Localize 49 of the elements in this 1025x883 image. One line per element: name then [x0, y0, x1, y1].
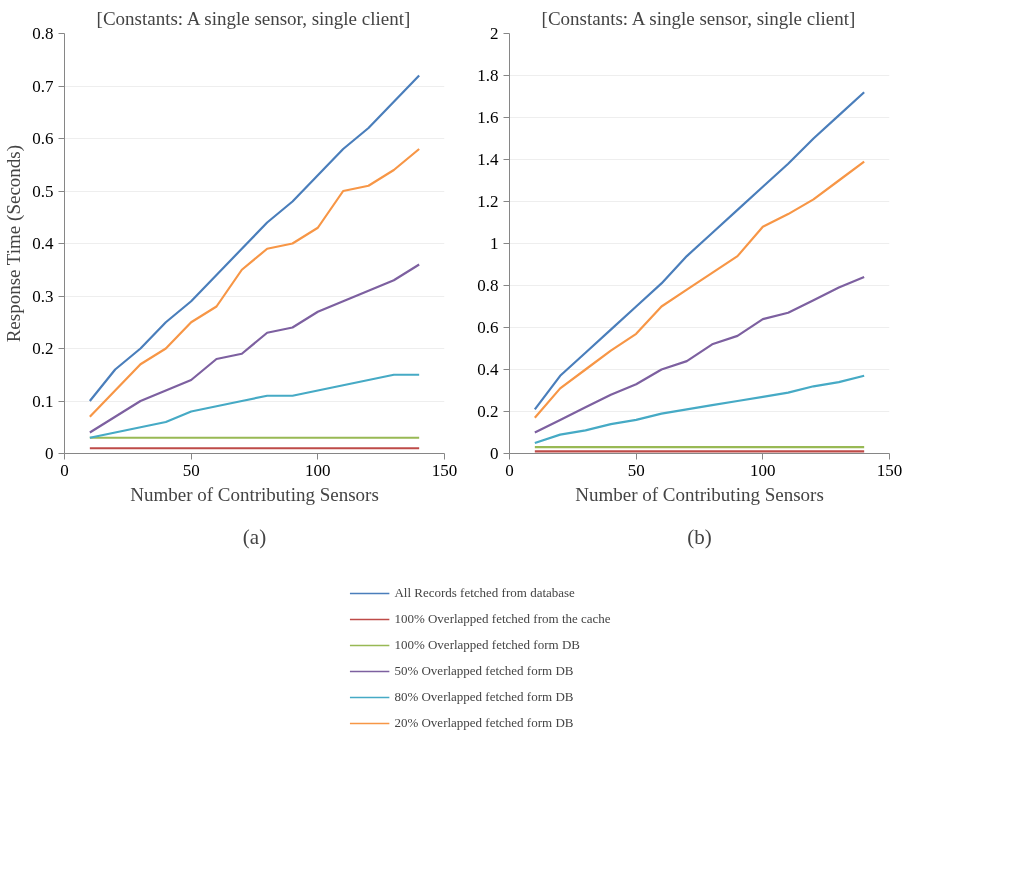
legend-label: 100% Overlapped fetched from the cache — [394, 611, 611, 627]
text: (b) — [687, 524, 712, 549]
y-tick-label: 0.4 — [477, 360, 499, 379]
chart-title: [Constants: A single sensor, single client] — [96, 7, 411, 29]
x-tick-label: 150 — [431, 460, 458, 480]
x-tick-label: 100 — [750, 460, 776, 480]
y-tick-label: 1.4 — [477, 150, 499, 169]
legend-label: 50% Overlapped fetched form DB — [394, 663, 574, 679]
legend-label: 100% Overlapped fetched form DB — [394, 637, 580, 653]
y-tick-label: 1.8 — [477, 66, 499, 85]
y-tick-label: 0.3 — [32, 286, 54, 306]
y-tick-label: 1 — [490, 234, 499, 253]
line-series — [88, 74, 421, 403]
y-tick-label: 0.4 — [32, 234, 54, 253]
y-tick-label: 0.8 — [477, 276, 499, 295]
y-tick-label: 0 — [45, 444, 54, 463]
line-series — [533, 91, 866, 411]
y-tick-label: 0.7 — [32, 76, 54, 96]
y-tick-label: 0.6 — [477, 318, 499, 337]
x-tick-label: 150 — [876, 460, 903, 480]
y-tick-label: 0.2 — [32, 339, 54, 358]
x-axis-title: Number of Contributing Sensors — [575, 483, 824, 505]
y-tick-label: 0.5 — [32, 181, 54, 201]
y-tick-label: 0.1 — [32, 391, 54, 411]
x-tick-label: 0 — [60, 460, 69, 480]
y-tick-label: 0.2 — [477, 402, 499, 421]
line-series — [533, 374, 866, 445]
y-tick-label: 0.6 — [32, 129, 54, 148]
text: (a) — [242, 524, 267, 549]
x-tick-label: 100 — [305, 460, 331, 480]
y-tick-label: 1.2 — [477, 192, 499, 211]
y-tick-label: 0.8 — [32, 24, 54, 43]
legend-label: All Records fetched from database — [394, 585, 575, 601]
line-series — [88, 373, 421, 439]
x-tick-label: 50 — [627, 460, 645, 480]
legend-label: 20% Overlapped fetched form DB — [394, 715, 574, 731]
line-series — [88, 263, 421, 434]
chart-title: [Constants: A single sensor, single client] — [541, 7, 856, 29]
y-axis-title: Response Time (Seconds) — [3, 144, 26, 343]
y-tick-label: 0 — [490, 444, 499, 463]
y-tick-label: 2 — [490, 24, 499, 43]
legend-label: 80% Overlapped fetched form DB — [394, 689, 574, 705]
x-tick-label: 0 — [505, 460, 514, 480]
line-series — [88, 147, 421, 418]
line-series — [533, 160, 866, 419]
x-axis-title: Number of Contributing Sensors — [130, 483, 379, 505]
x-tick-label: 50 — [182, 460, 200, 480]
y-tick-label: 1.6 — [477, 108, 499, 127]
line-series — [533, 276, 866, 434]
